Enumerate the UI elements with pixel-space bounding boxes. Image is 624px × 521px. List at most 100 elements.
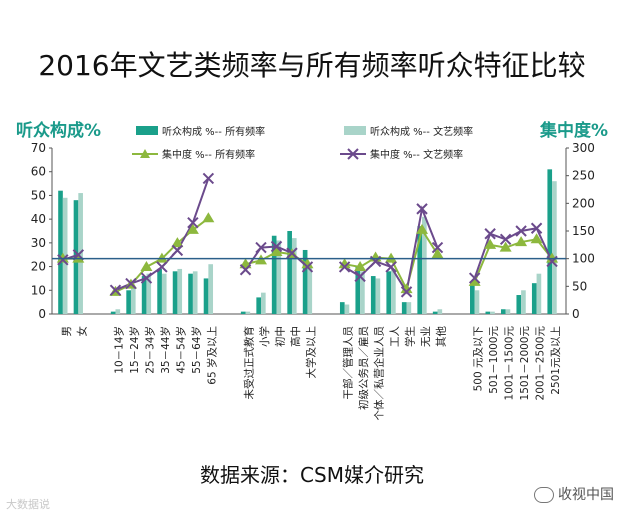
category-label: 女 bbox=[75, 326, 88, 337]
bar-art bbox=[276, 240, 282, 314]
marker-line-all bbox=[515, 236, 528, 247]
marker-line-all bbox=[499, 241, 512, 252]
bar-all bbox=[355, 266, 361, 314]
marker-line-art bbox=[515, 225, 527, 237]
category-label: 55－64岁 bbox=[190, 326, 203, 374]
marker-line-art bbox=[301, 261, 314, 273]
category-label: 大学及以上 bbox=[304, 326, 317, 379]
marker-line-all bbox=[72, 252, 85, 263]
marker-line-all bbox=[546, 252, 559, 263]
right-axis-title: 集中度% bbox=[539, 120, 608, 141]
bar-art bbox=[536, 273, 542, 314]
legend-label-line-art: 集中度 %-- 文艺频率 bbox=[370, 148, 463, 161]
bar-all bbox=[516, 295, 522, 314]
marker-line-all bbox=[301, 258, 314, 269]
bar-all bbox=[485, 311, 491, 314]
bar-art bbox=[146, 273, 152, 314]
bar-all bbox=[172, 271, 178, 314]
category-label: 15－24岁 bbox=[128, 326, 141, 374]
bar-art bbox=[62, 197, 68, 314]
bar-art bbox=[208, 264, 214, 314]
left-tick-label: 60 bbox=[31, 165, 46, 179]
bar-all bbox=[547, 169, 553, 314]
marker-line-art bbox=[354, 270, 366, 283]
bar-all bbox=[401, 302, 407, 314]
legend-label-bar-art: 听众构成 %-- 文艺频率 bbox=[370, 125, 473, 138]
bar-all bbox=[339, 302, 345, 314]
right-tick-label: 250 bbox=[572, 169, 595, 183]
bar-all bbox=[203, 278, 209, 314]
marker-line-all bbox=[56, 252, 69, 263]
bar-art bbox=[406, 302, 412, 314]
bar-all bbox=[432, 311, 438, 314]
category-label: 1501－2000元 bbox=[519, 326, 531, 401]
left-tick-label: 0 bbox=[38, 307, 46, 321]
marker-line-art bbox=[286, 247, 298, 259]
marker-line-art bbox=[400, 286, 413, 298]
marker-line-all bbox=[338, 258, 351, 269]
right-tick-label: 0 bbox=[572, 307, 580, 321]
bar-all bbox=[110, 311, 116, 314]
wechat-icon bbox=[534, 487, 554, 503]
category-label: 1001－1500元 bbox=[504, 326, 516, 401]
bar-all bbox=[302, 249, 308, 314]
category-label: 500 元及以下 bbox=[473, 326, 485, 391]
marker-line-art bbox=[202, 172, 215, 185]
bar-all bbox=[188, 273, 193, 314]
marker-line-all bbox=[186, 223, 199, 234]
marker-line-art bbox=[499, 233, 512, 246]
legend-marker-line-all bbox=[140, 149, 150, 158]
bar-art bbox=[115, 309, 121, 314]
marker-line-art bbox=[484, 228, 496, 240]
bar-art bbox=[505, 309, 511, 314]
right-tick-label: 300 bbox=[572, 141, 595, 155]
marker-line-art bbox=[239, 264, 252, 276]
category-label: 小学 bbox=[258, 326, 271, 347]
category-label: 65 岁及以上 bbox=[205, 326, 218, 385]
bar-art bbox=[245, 311, 251, 314]
left-tick-label: 10 bbox=[31, 283, 46, 297]
left-tick-label: 70 bbox=[31, 141, 46, 155]
marker-line-art bbox=[468, 272, 481, 284]
marker-line-all bbox=[530, 233, 543, 244]
bar-all bbox=[417, 226, 423, 314]
marker-line-all bbox=[484, 238, 497, 249]
legend-marker-line-art bbox=[347, 148, 359, 160]
left-tick-label: 50 bbox=[31, 188, 46, 202]
bar-art bbox=[422, 216, 427, 314]
series-line-art bbox=[473, 227, 553, 279]
legend-swatch-bar-art bbox=[344, 126, 366, 135]
marker-line-art bbox=[416, 203, 428, 215]
bar-art bbox=[375, 278, 381, 314]
marker-line-art bbox=[156, 261, 168, 273]
marker-line-art bbox=[57, 254, 69, 266]
category-label: 35－44岁 bbox=[159, 326, 172, 374]
category-label: 501－1000元 bbox=[488, 326, 500, 394]
watermark-right: 收视中国 bbox=[534, 484, 614, 504]
bar-art bbox=[177, 268, 183, 314]
right-tick-label: 100 bbox=[572, 252, 595, 266]
category-label: 2501元及以上 bbox=[550, 326, 562, 395]
category-label: 初级公务员／雇员 bbox=[357, 326, 370, 410]
bar-all bbox=[370, 276, 376, 314]
marker-line-art bbox=[140, 272, 153, 284]
category-label: 其他 bbox=[435, 326, 448, 347]
category-label: 10－14岁 bbox=[112, 326, 125, 374]
bar-art bbox=[437, 309, 443, 314]
marker-line-all bbox=[202, 212, 215, 223]
category-label: 45－54岁 bbox=[174, 326, 187, 374]
right-tick-label: 50 bbox=[572, 279, 587, 293]
bar-all bbox=[287, 231, 292, 314]
category-label: 2001－2500元 bbox=[535, 326, 547, 401]
bar-all bbox=[470, 283, 475, 314]
bar-art bbox=[291, 238, 297, 314]
bar-art bbox=[490, 311, 495, 314]
left-tick-label: 20 bbox=[31, 260, 46, 274]
bar-all bbox=[58, 190, 63, 314]
marker-line-all bbox=[171, 237, 184, 248]
left-tick-label: 30 bbox=[31, 236, 46, 250]
category-label: 无业 bbox=[420, 326, 432, 347]
marker-line-art bbox=[338, 261, 351, 273]
marker-line-art bbox=[125, 277, 137, 290]
